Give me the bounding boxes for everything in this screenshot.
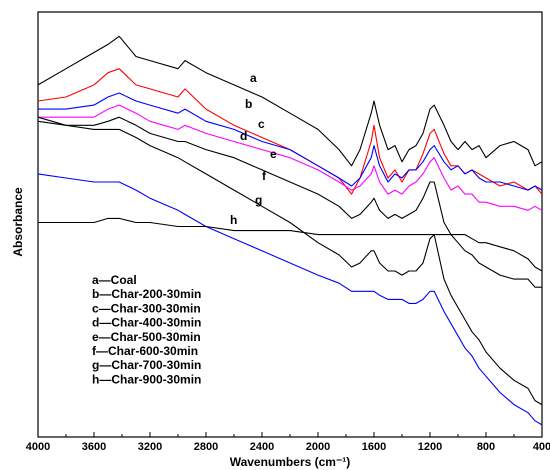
legend-entry-h: h—Char-900-30min <box>92 372 201 386</box>
series-label-b: b <box>245 97 252 111</box>
series-label-g: g <box>255 193 262 207</box>
series-line-b <box>37 68 543 195</box>
y-axis-title: Absorbance <box>11 187 25 257</box>
series-label-f: f <box>262 169 267 183</box>
legend-entry-g: g—Char-700-30min <box>92 358 201 372</box>
series-line-g <box>37 173 543 426</box>
series-label-a: a <box>250 71 257 85</box>
x-ticks: 4000 3600 3200 2800 2400 2000 1600 1200 800 400 <box>26 432 550 453</box>
x-tick-label: 2800 <box>194 441 218 453</box>
x-tick-label: 1200 <box>418 441 442 453</box>
series-layer <box>37 35 543 426</box>
legend-entry-d: d—Char-400-30min <box>92 316 201 330</box>
x-tick-label: 800 <box>477 441 495 453</box>
legend-entry-a: a—Coal <box>92 273 137 287</box>
x-tick-label: 3600 <box>82 441 106 453</box>
x-tick-label: 4000 <box>26 441 50 453</box>
series-line-a <box>37 35 543 167</box>
series-line-f <box>37 116 543 406</box>
legend-entry-c: c—Char-300-30min <box>92 301 201 315</box>
legend-entry-f: f—Char-600-30min <box>92 344 198 358</box>
legend-entry-e: e—Char-500-30min <box>92 330 201 344</box>
series-label-d: d <box>240 129 247 143</box>
x-tick-label: 2000 <box>306 441 330 453</box>
legend: a—Coalb—Char-200-30minc—Char-300-30mind—… <box>92 273 201 386</box>
series-label-h: h <box>230 213 237 227</box>
x-tick-label: 1600 <box>362 441 386 453</box>
x-tick-label: 400 <box>533 441 550 453</box>
series-line-h <box>38 217 543 272</box>
x-axis-title: Wavenumbers (cm⁻¹) <box>230 455 351 469</box>
legend-entry-b: b—Char-200-30min <box>92 287 201 301</box>
series-line-e <box>37 116 542 288</box>
x-tick-label: 3200 <box>138 441 162 453</box>
series-label-e: e <box>270 147 277 161</box>
x-tick-label: 2400 <box>250 441 274 453</box>
series-line-c <box>38 92 543 191</box>
series-label-c: c <box>258 117 265 131</box>
series-line-d <box>38 104 543 211</box>
